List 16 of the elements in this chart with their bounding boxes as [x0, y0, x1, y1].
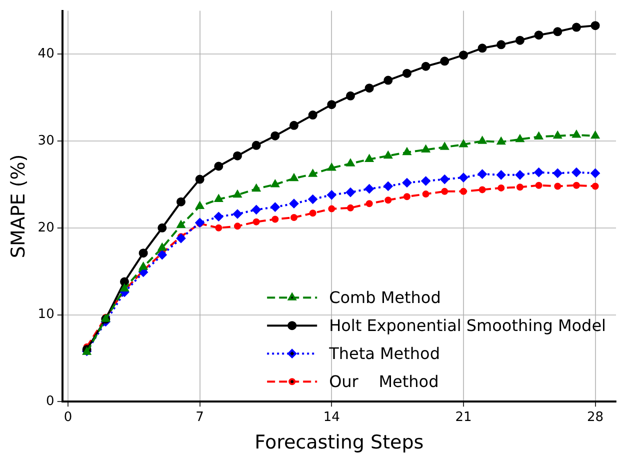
- y-axis-title: SMAPE (%): [7, 154, 30, 258]
- y-tick-label: 40: [38, 46, 54, 62]
- y-tick-label: 0: [46, 394, 54, 409]
- legend-label: Holt Exponential Smoothing Model: [329, 316, 606, 335]
- x-tick-label: 0: [64, 410, 72, 425]
- x-tick-label: 21: [455, 410, 472, 425]
- y-tick-label: 30: [38, 133, 54, 148]
- x-tick-label: 7: [196, 410, 204, 425]
- legend-label: Comb Method: [329, 288, 441, 307]
- y-tick-label: 10: [38, 307, 54, 322]
- y-tick-label: 20: [38, 220, 54, 236]
- legend-label: Our Method: [329, 372, 439, 391]
- x-tick-label: 14: [323, 410, 340, 425]
- x-axis-title: Forecasting Steps: [254, 432, 424, 454]
- legend-label: Theta Method: [328, 344, 440, 363]
- x-tick-label: 28: [587, 410, 604, 425]
